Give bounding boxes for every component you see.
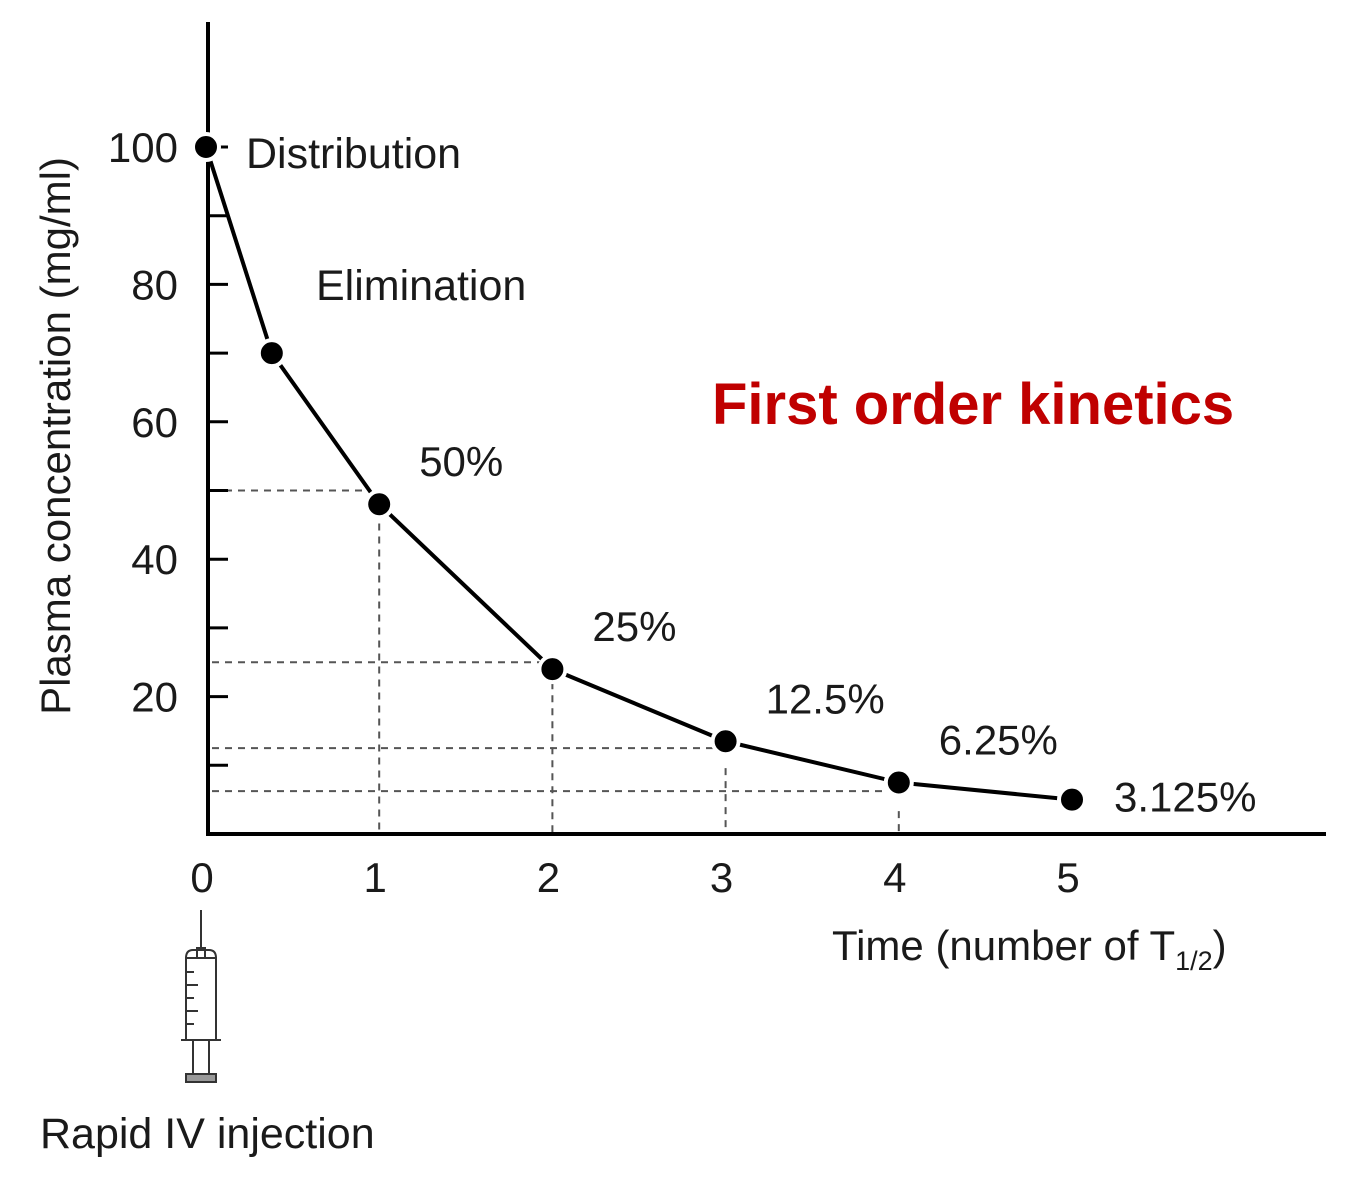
x-axis-label-subscript: 1/2: [1175, 946, 1213, 976]
x-axis-label-main: Time (number of T: [832, 922, 1175, 969]
x-tick-label: 1: [364, 854, 387, 901]
y-tick-label: 80: [131, 261, 178, 308]
percent-label: 25%: [592, 603, 676, 650]
x-tick-label: 4: [883, 854, 906, 901]
y-tick-label: 20: [131, 674, 178, 721]
y-axis-label: Plasma concentration (mg/ml): [32, 157, 79, 715]
x-tick-label: 3: [710, 854, 733, 901]
x-tick-label: 2: [537, 854, 560, 901]
percent-label: 3.125%: [1114, 774, 1256, 821]
y-tick-label: 60: [131, 399, 178, 446]
percent-label: 50%: [419, 438, 503, 485]
x-tick-label: 5: [1056, 854, 1079, 901]
x-tick-label: 0: [190, 854, 213, 901]
percent-label: 6.25%: [939, 716, 1058, 763]
data-point: [364, 489, 395, 520]
data-point: [537, 654, 568, 685]
x-axis-label: Time (number of T1/2): [832, 922, 1227, 976]
data-point: [883, 767, 914, 798]
y-minor-ticks: [208, 145, 228, 767]
injection-label: Rapid IV injection: [40, 1110, 375, 1158]
y-tick-label: 100: [108, 124, 178, 171]
data-points: [191, 132, 1087, 815]
percent-labels: 50% 25% 12.5% 6.25% 3.125%: [419, 438, 1256, 820]
percent-label: 12.5%: [766, 675, 885, 722]
x-tick-labels: 0 1 2 3 4 5: [190, 854, 1079, 901]
data-point: [256, 338, 287, 369]
x-axis-label-close: ): [1213, 922, 1227, 969]
y-tick-label: 40: [131, 536, 178, 583]
y-tick-labels: 20 40 60 80 100: [108, 124, 178, 721]
data-point: [191, 132, 221, 162]
reference-lines: [212, 489, 900, 834]
syringe-icon: [181, 910, 221, 1083]
elimination-label: Elimination: [316, 262, 526, 310]
series-line: [204, 146, 1073, 802]
distribution-label: Distribution: [246, 130, 461, 178]
data-point: [1057, 784, 1087, 815]
chart-title: First order kinetics: [712, 372, 1234, 437]
data-point: [710, 726, 741, 757]
